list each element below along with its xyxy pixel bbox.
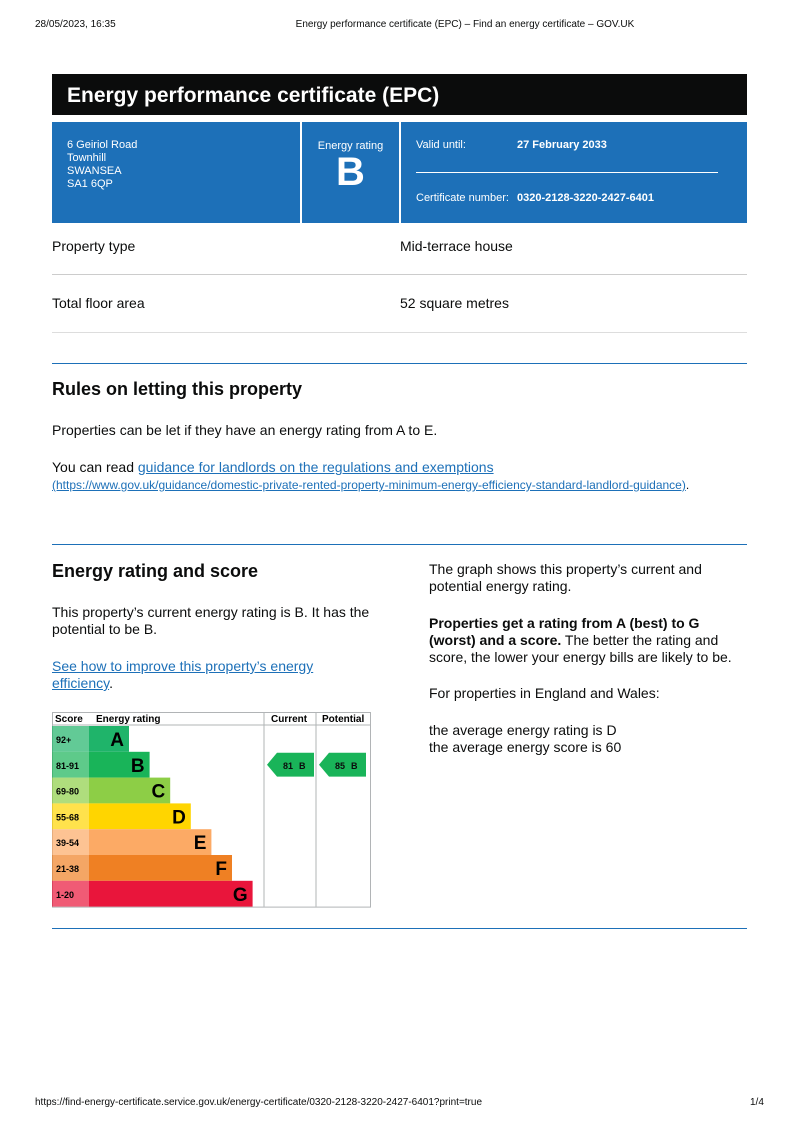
score-cell — [52, 751, 89, 778]
score-cell — [52, 777, 89, 804]
band-bar — [89, 726, 129, 752]
rating-letter: B — [336, 150, 365, 194]
score-cell — [52, 803, 89, 830]
summary-value: Mid-terrace house — [400, 238, 513, 254]
rating-label: Energy rating — [317, 140, 384, 152]
section-divider — [52, 928, 747, 929]
cert-number: 0320-2128-3220-2427-6401 — [517, 192, 655, 204]
paragraph: The graph shows this property’s current … — [429, 561, 702, 594]
print-url: https://find-energy-certificate.service.… — [35, 1097, 483, 1108]
address-box: 6 Geiriol Road Townhill SWANSEA SA1 6QP — [52, 122, 300, 223]
band-letter: D — [172, 807, 186, 828]
band-score: 81-91 — [56, 761, 79, 771]
paragraph: This property’s current energy rating is… — [52, 604, 370, 637]
paragraph: Properties can be let if they have an en… — [52, 422, 438, 438]
divider — [416, 172, 718, 173]
column-header: Current — [271, 714, 308, 725]
header-bar: Energy performance certificate (EPC) — [52, 74, 747, 115]
bold-text: Properties get a rating from A (best) to… — [429, 615, 700, 648]
arrow-letter: B — [299, 761, 306, 771]
text: . — [109, 675, 113, 691]
band-score: 39-54 — [56, 838, 79, 848]
band-bar — [89, 777, 171, 804]
rating-box: Energy rating B — [302, 122, 399, 223]
band-score: 1-20 — [56, 890, 74, 900]
paragraph: You can read guidance for landlords on t… — [52, 459, 712, 494]
section-title: Rules on letting this property — [52, 379, 303, 399]
valid-date: 27 February 2033 — [517, 139, 607, 151]
paragraph: For properties in England and Wales: — [429, 685, 660, 701]
column-header: Energy rating — [96, 714, 160, 725]
text: You can read — [52, 459, 138, 475]
band-letter: C — [151, 782, 165, 803]
address-line: SA1 6QP — [67, 178, 113, 190]
arrow-score: 81 — [283, 761, 293, 771]
link[interactable]: See how to improve this property’s energ… — [52, 658, 314, 691]
band-bar — [89, 803, 191, 830]
column-header: Score — [55, 714, 83, 725]
summary-key: Total floor area — [52, 295, 145, 311]
section-title: Energy rating and score — [52, 561, 259, 581]
link[interactable]: guidance for landlords on the regulation… — [137, 459, 494, 475]
rating-arrow — [267, 752, 314, 777]
text: The better the rating and score, the low… — [429, 632, 732, 665]
paragraph: the average energy rating is D — [429, 722, 617, 738]
header-title: Energy performance certificate (EPC) — [67, 84, 440, 107]
band-score: 69-80 — [56, 787, 79, 797]
address-line: Townhill — [67, 152, 107, 164]
score-cell — [52, 855, 89, 881]
cert-label: Certificate number: — [416, 192, 509, 204]
band-score: 92+ — [56, 735, 71, 745]
band-letter: B — [131, 756, 145, 777]
print-page: 1/4 — [750, 1097, 764, 1108]
score-cell — [52, 880, 89, 907]
band-letter: A — [110, 730, 124, 751]
band-bar — [89, 751, 150, 778]
address-line: 6 Geiriol Road — [67, 139, 138, 151]
summary-key: Property type — [52, 238, 136, 254]
row-divider — [52, 332, 747, 333]
band-letter: E — [194, 833, 207, 854]
summary-value: 52 square metres — [400, 295, 509, 311]
band-bar — [89, 880, 253, 907]
band-bar — [89, 855, 232, 881]
row-divider — [52, 274, 747, 275]
valid-label: Valid until: — [416, 139, 466, 151]
band-score: 55-68 — [56, 812, 79, 822]
score-cell — [52, 829, 89, 855]
paragraph: Properties get a rating from A (best) to… — [429, 615, 749, 666]
arrow-score: 85 — [335, 761, 345, 771]
address-line: SWANSEA — [67, 165, 122, 177]
address: 6 Geiriol Road Townhill SWANSEA SA1 6QP — [52, 122, 300, 191]
band-letter: G — [233, 885, 248, 906]
arrow-letter: B — [351, 761, 358, 771]
print-title: Energy performance certificate (EPC) – F… — [295, 19, 635, 30]
band-bar — [89, 829, 212, 855]
section-divider — [52, 363, 747, 364]
link-url[interactable]: (https://www.gov.uk/guidance/domestic-pr… — [52, 478, 686, 492]
print-date: 28/05/2023, 16:35 — [35, 19, 116, 30]
column-header: Potential — [322, 714, 364, 725]
validity-box: Valid until: 27 February 2033 Certificat… — [401, 122, 747, 223]
text: . — [685, 478, 690, 492]
rating-arrow — [319, 752, 366, 777]
paragraph: the average energy score is 60 — [429, 739, 622, 755]
band-score: 21-38 — [56, 864, 79, 874]
paragraph: See how to improve this property’s energ… — [52, 658, 352, 692]
epc-graph: Score Energy rating Current Potential 92+ A 81… — [52, 712, 371, 908]
section-divider — [52, 544, 747, 545]
band-letter: F — [215, 859, 227, 880]
score-cell — [52, 726, 89, 752]
